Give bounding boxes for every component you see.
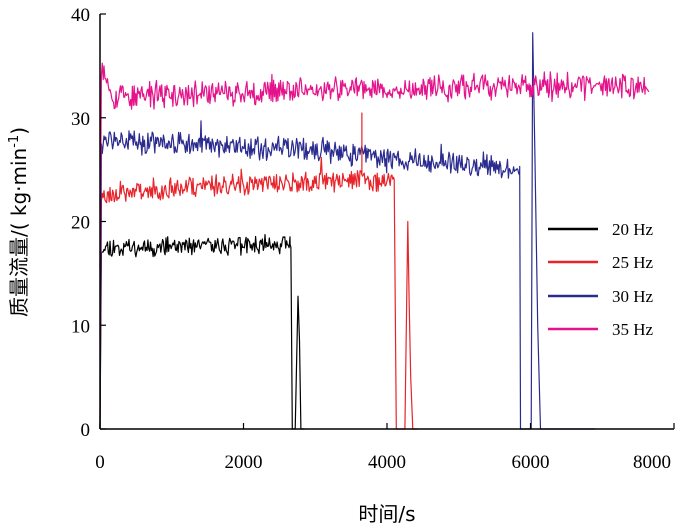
- series-line-35hz: [99, 62, 650, 269]
- y-tick-label: 20: [71, 213, 90, 234]
- y-tick-label: 40: [71, 5, 90, 26]
- legend-label-20hz: 20 Hz: [612, 220, 654, 239]
- axes-layer: [99, 14, 674, 430]
- x-tick-label: 8000: [633, 452, 671, 473]
- legend-item-20hz: 20 Hz: [548, 220, 654, 239]
- legend-item-35hz: 35 Hz: [548, 320, 654, 339]
- ticks-layer: 0 2000 4000 6000 8000 0 10 20 30 40: [71, 5, 675, 473]
- legend-label-25hz: 25 Hz: [612, 253, 654, 272]
- legend-item-25hz: 25 Hz: [548, 253, 654, 272]
- x-tick-label: 2000: [225, 452, 263, 473]
- y-axis-title-tail: ): [7, 127, 31, 135]
- x-tick-label: 6000: [512, 452, 550, 473]
- legend-label-35hz: 35 Hz: [612, 320, 654, 339]
- y-tick-label: 10: [71, 316, 90, 337]
- legend-label-30hz: 30 Hz: [612, 287, 654, 306]
- y-tick-label: 0: [81, 420, 91, 441]
- legend: 20 Hz 25 Hz 30 Hz 35 Hz: [548, 220, 654, 339]
- x-axis-title: 时间/s: [358, 502, 415, 526]
- legend-item-30hz: 30 Hz: [548, 287, 654, 306]
- series-line-20hz: [99, 234, 305, 430]
- y-axis-title-sup: -1: [7, 135, 22, 148]
- x-tick-label: 4000: [368, 452, 406, 473]
- y-tick-label: 30: [71, 109, 90, 130]
- series-line-25hz: [99, 156, 418, 430]
- y-axis-title: 质量流量/( kg·min-1): [7, 127, 31, 317]
- x-tick-label: 0: [95, 452, 105, 473]
- y-axis-title-main: 质量流量/( kg·min: [7, 148, 31, 317]
- series-line-30hz: [99, 32, 596, 430]
- series-layer: [99, 32, 650, 430]
